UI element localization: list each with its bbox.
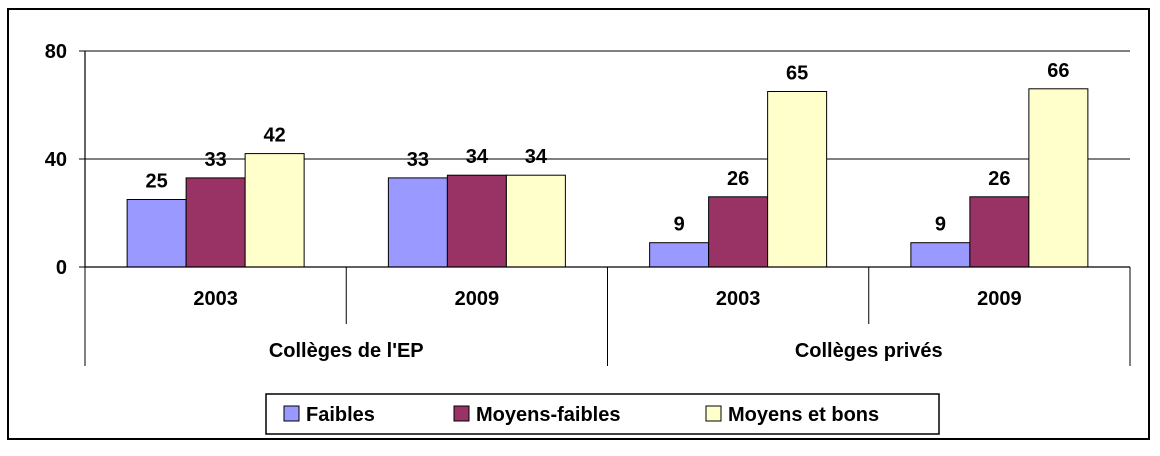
legend-swatch-1: [453, 405, 470, 422]
legend-swatch-0: [283, 405, 300, 422]
legend-label-2: Moyens et bons: [728, 404, 879, 426]
bar-moyens-faibles-3: [969, 196, 1030, 268]
legend: Faibles Moyens-faibles Moyens et bons: [265, 393, 940, 435]
bar-moyens-et-bons-2: [767, 91, 828, 268]
x-axis: 2003 2009 2003 2009 Collèges de l'EP Collèges…: [79, 50, 1131, 366]
data-label-2-2: 65: [786, 63, 808, 85]
bar-faibles-1: [387, 177, 448, 268]
bar-faibles-3: [910, 242, 971, 268]
legend-label-0: Faibles: [306, 404, 375, 426]
data-label-2-0: 42: [264, 125, 286, 147]
data-labels: 25 33 42 33 34 34 9 26 65 9 26 66: [146, 60, 1070, 236]
bar-faibles-0: [126, 199, 187, 268]
y-tick-label-2: 80: [45, 41, 67, 63]
data-label-2-1: 34: [525, 146, 548, 168]
bar-moyens-faibles-2: [708, 196, 769, 268]
bar-moyens-et-bons-0: [244, 153, 305, 268]
bar-moyens-et-bons-3: [1028, 88, 1089, 268]
y-tick-label-0: 0: [56, 257, 67, 279]
data-label-0-3: 9: [935, 214, 946, 236]
category-label-1: 2009: [455, 288, 500, 310]
category-label-3: 2009: [977, 288, 1022, 310]
data-label-1-0: 33: [205, 149, 227, 171]
data-label-0-2: 9: [674, 214, 685, 236]
legend-label-1: Moyens-faibles: [476, 404, 620, 426]
category-label-2: 2003: [716, 288, 761, 310]
data-label-0-1: 33: [407, 149, 429, 171]
bar-moyens-et-bons-1: [505, 174, 566, 268]
legend-box: [265, 393, 940, 435]
data-label-1-3: 26: [988, 168, 1010, 190]
y-tick-label-1: 40: [45, 149, 67, 171]
data-label-1-1: 34: [466, 146, 489, 168]
y-axis-ticks: 0 40 80: [45, 41, 67, 279]
bar-moyens-faibles-0: [185, 177, 246, 268]
bar-faibles-2: [649, 242, 710, 268]
group-label-0: Collèges de l'EP: [269, 340, 424, 362]
legend-swatch-2: [705, 405, 722, 422]
data-label-0-0: 25: [146, 171, 168, 193]
data-label-1-2: 26: [727, 168, 749, 190]
category-label-0: 2003: [193, 288, 238, 310]
data-label-2-3: 66: [1047, 60, 1069, 82]
group-label-1: Collèges privés: [795, 340, 943, 362]
bar-moyens-faibles-1: [446, 174, 507, 268]
